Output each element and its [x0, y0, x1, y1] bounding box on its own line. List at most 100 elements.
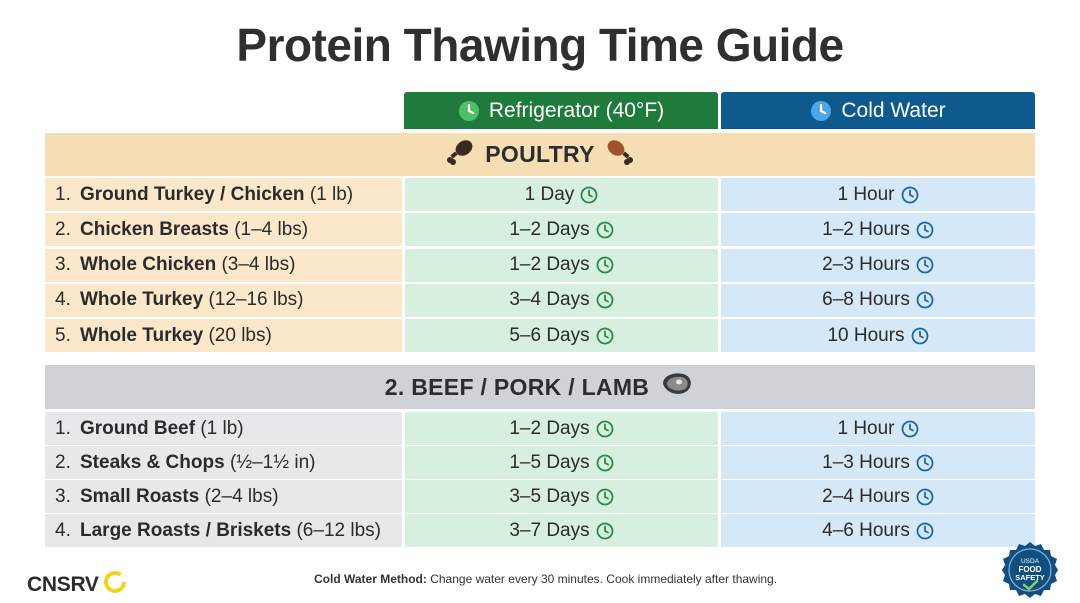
- cold-water-time: 10 Hours: [827, 324, 905, 346]
- protein-name: Whole Chicken: [80, 254, 217, 276]
- protein-name-cell: 4. Whole Turkey (12–16 lbs): [45, 283, 402, 317]
- row-number: 2.: [55, 451, 71, 473]
- cold-water-time-cell: 1–2 Hours: [721, 213, 1035, 247]
- refrigerator-time-cell: 1 Day: [405, 178, 718, 211]
- table-row: 5. Whole Turkey (20 lbs) 5–6 Days 10 Hours: [45, 319, 1035, 353]
- cold-water-time-cell: 1 Hour: [721, 412, 1035, 445]
- protein-name-cell: 2. Steaks & Chops (½–1½ in): [45, 446, 402, 479]
- table-row: 1. Ground Beef (1 lb) 1–2 Days 1 Hour: [45, 412, 1035, 445]
- clock-icon: [458, 100, 480, 122]
- protein-quantity: (3–4 lbs): [221, 254, 296, 276]
- table-row: 2. Chicken Breasts (1–4 lbs) 1–2 Days 1–2 H…: [45, 213, 1035, 247]
- protein-name-cell: 3. Small Roasts (2–4 lbs): [45, 480, 402, 513]
- clock-icon: [916, 256, 934, 274]
- cold-water-time: 6–8 Hours: [822, 289, 910, 311]
- protein-name: Ground Beef: [80, 417, 196, 439]
- cold-water-time-cell: 1–3 Hours: [721, 446, 1035, 479]
- cold-water-time: 2–4 Hours: [822, 485, 910, 507]
- protein-quantity: (20 lbs): [208, 324, 272, 346]
- table-row: 2. Steaks & Chops (½–1½ in) 1–5 Days 1–3 Ho…: [45, 446, 1035, 479]
- section-title: 2. BEEF / PORK / LAMB: [384, 373, 650, 400]
- protein-quantity: (2–4 lbs): [204, 485, 279, 507]
- refrigerator-time: 1–2 Days: [509, 417, 590, 439]
- protein-quantity: (1 lb): [200, 417, 244, 439]
- seal-line-3: SAFETY: [1015, 573, 1045, 582]
- clock-icon: [596, 327, 614, 345]
- column-header-label: Cold Water: [841, 98, 946, 122]
- row-number: 2.: [55, 218, 71, 240]
- row-number: 5.: [55, 324, 71, 346]
- protein-name: Chicken Breasts: [80, 218, 229, 240]
- protein-name-cell: 3. Whole Chicken (3–4 lbs): [45, 248, 402, 282]
- clock-icon: [916, 221, 934, 239]
- refrigerator-time-cell: 1–5 Days: [405, 446, 718, 479]
- refrigerator-time: 5–6 Days: [509, 324, 590, 346]
- clock-icon: [596, 291, 614, 309]
- protein-name-cell: 2. Chicken Breasts (1–4 lbs): [45, 213, 402, 247]
- row-number: 4.: [55, 289, 71, 311]
- seal-line-1: USDA: [1021, 558, 1040, 565]
- protein-name-cell: 1. Ground Beef (1 lb): [45, 412, 402, 445]
- cold-water-time: 1 Hour: [837, 183, 895, 205]
- clock-icon: [916, 522, 934, 540]
- table-row: 4. Whole Turkey (12–16 lbs) 3–4 Days 6–8 Ho…: [45, 283, 1035, 317]
- section-header-beef-pork-lamb: 2. BEEF / PORK / LAMB: [45, 365, 1035, 409]
- refrigerator-time: 3–5 Days: [509, 485, 590, 507]
- section-header-poultry: POULTRY: [45, 133, 1035, 176]
- cold-water-time-cell: 6–8 Hours: [721, 283, 1035, 317]
- protein-name: Ground Turkey / Chicken: [80, 183, 305, 205]
- clock-icon: [596, 488, 614, 506]
- refrigerator-time: 1 Day: [524, 183, 575, 205]
- refrigerator-time-cell: 3–7 Days: [405, 514, 718, 547]
- column-header-label: Refrigerator (40°F): [488, 98, 665, 122]
- ring-icon: [103, 570, 127, 600]
- footer-note: Cold Water Method: Change water every 30…: [314, 572, 777, 586]
- protein-name: Whole Turkey: [80, 289, 204, 311]
- cold-water-time-cell: 2–3 Hours: [721, 248, 1035, 282]
- footer-text: Change water every 30 minutes. Cook imme…: [430, 572, 778, 586]
- protein-quantity: (6–12 lbs): [296, 519, 381, 541]
- row-number: 1.: [55, 417, 71, 439]
- cold-water-time-cell: 10 Hours: [721, 319, 1035, 353]
- refrigerator-time-cell: 5–6 Days: [405, 319, 718, 353]
- row-number: 1.: [55, 183, 71, 205]
- protein-name: Whole Turkey: [80, 324, 204, 346]
- row-number: 3.: [55, 485, 71, 507]
- clock-icon: [596, 221, 614, 239]
- refrigerator-time-cell: 3–5 Days: [405, 480, 718, 513]
- clock-icon: [810, 100, 832, 122]
- clock-icon: [901, 420, 919, 438]
- protein-quantity: (1 lb): [309, 183, 354, 205]
- clock-icon: [901, 186, 919, 204]
- refrigerator-time: 1–2 Days: [509, 218, 590, 240]
- drumstick-icon: [445, 138, 475, 172]
- refrigerator-time: 1–5 Days: [509, 451, 590, 473]
- protein-quantity: (12–16 lbs): [208, 289, 304, 311]
- clock-icon: [916, 291, 934, 309]
- clock-icon: [596, 420, 614, 438]
- table-row: 4. Large Roasts / Briskets (6–12 lbs) 3–7 …: [45, 514, 1035, 547]
- protein-name: Steaks & Chops: [80, 451, 225, 473]
- cold-water-time: 1–3 Hours: [822, 451, 910, 473]
- column-header-cold-water: Cold Water: [721, 92, 1035, 129]
- table-row: 3. Small Roasts (2–4 lbs) 3–5 Days 2–4 Hour…: [45, 480, 1035, 513]
- cold-water-time: 1–2 Hours: [822, 218, 910, 240]
- refrigerator-time-cell: 1–2 Days: [405, 248, 718, 282]
- refrigerator-time-cell: 1–2 Days: [405, 213, 718, 247]
- row-number: 3.: [55, 254, 71, 276]
- brand-name: CNSRV: [27, 573, 99, 596]
- clock-icon: [580, 186, 598, 204]
- row-number: 4.: [55, 519, 71, 541]
- usda-food-safety-seal: USDA FOOD SAFETY: [1001, 541, 1059, 599]
- cold-water-time-cell: 2–4 Hours: [721, 480, 1035, 513]
- refrigerator-time: 3–7 Days: [509, 519, 590, 541]
- steak-icon: [659, 370, 695, 404]
- cold-water-time: 4–6 Hours: [822, 519, 910, 541]
- clock-icon: [916, 488, 934, 506]
- footer-label: Cold Water Method:: [314, 572, 427, 586]
- table-row: 3. Whole Chicken (3–4 lbs) 1–2 Days 2–3 Hou…: [45, 248, 1035, 282]
- cold-water-time-cell: 1 Hour: [721, 178, 1035, 211]
- protein-name-cell: 1. Ground Turkey / Chicken (1 lb): [45, 178, 402, 211]
- clock-icon: [911, 327, 929, 345]
- column-header-refrigerator: Refrigerator (40°F): [404, 92, 718, 129]
